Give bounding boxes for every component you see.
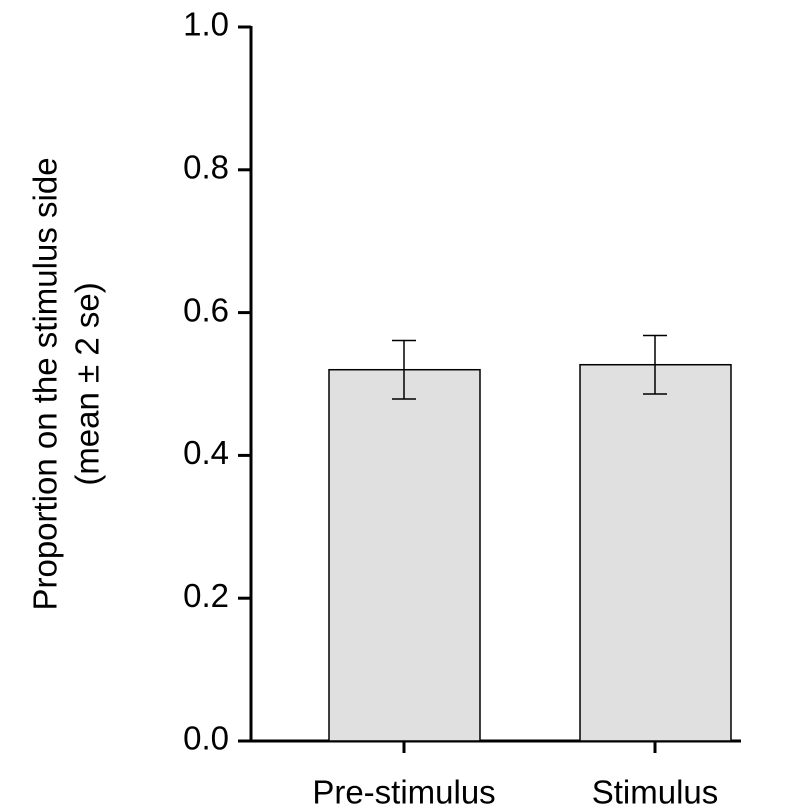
x-tick-label: Stimulus (592, 774, 719, 811)
x-tick-label: Pre-stimulus (312, 774, 495, 811)
error-bar (392, 339, 416, 400)
y-tick-label: 0.6 (183, 291, 229, 328)
y-tick-label: 1.0 (183, 6, 229, 43)
y-axis-title: Proportion on the stimulus side (mean ± … (27, 157, 106, 610)
y-tick-label: 0.8 (183, 149, 229, 186)
y-tick-label: 0.4 (183, 434, 229, 471)
y-tick-label: 0.2 (183, 577, 229, 614)
error-bar (643, 334, 667, 395)
y-axis-title-line: Proportion on the stimulus side (27, 157, 64, 610)
bar (328, 368, 481, 742)
y-axis-title-line: (mean ± 2 se) (69, 282, 106, 485)
y-tick-label: 0.0 (183, 720, 229, 757)
bar (579, 363, 732, 742)
